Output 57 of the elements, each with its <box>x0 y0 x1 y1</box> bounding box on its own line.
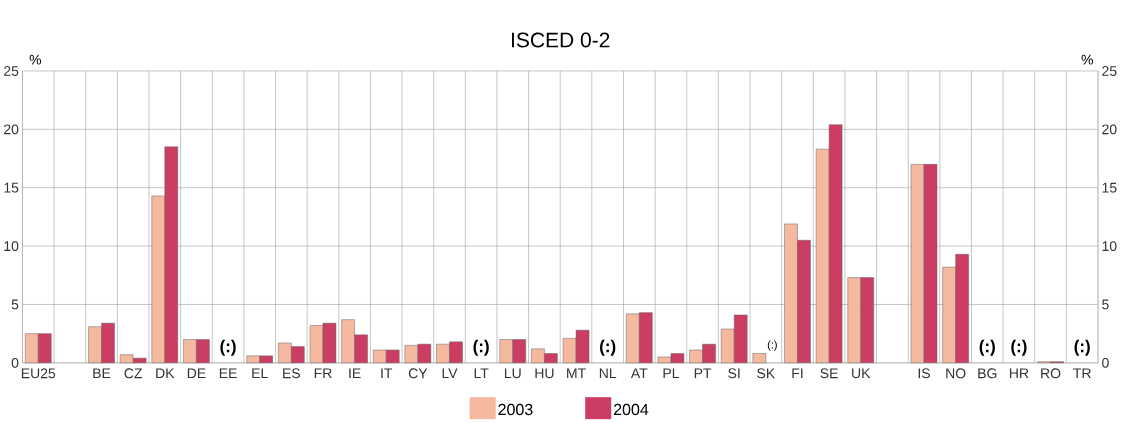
x-tick-label: EL <box>252 368 268 379</box>
x-tick-label: DE <box>187 368 206 379</box>
y-tick-label: 20 <box>4 124 19 135</box>
y-tick-label: 10 <box>4 241 19 252</box>
legend-label: 2004 <box>614 403 649 416</box>
x-tick-label: PL <box>663 368 680 379</box>
annotation: (:) <box>1074 339 1090 356</box>
x-tick-label: LU <box>504 368 521 379</box>
y2-tick-label: 10 <box>1102 241 1117 252</box>
x-tick-label: RO <box>1041 368 1061 379</box>
x-tick-label: IE <box>349 368 361 379</box>
legend-label: 2003 <box>498 403 533 416</box>
x-tick-label: LV <box>442 368 458 379</box>
x-tick-label: BE <box>93 368 111 379</box>
x-tick-label: TR <box>1073 368 1091 379</box>
x-tick-label: IT <box>381 368 393 379</box>
annotation: (:) <box>600 339 616 356</box>
y-tick-label: 0 <box>11 357 19 368</box>
annotation: (:) <box>1011 339 1027 356</box>
bar <box>752 353 767 364</box>
y-tick-label: 5 <box>11 299 19 310</box>
x-tick-label: ES <box>283 368 301 379</box>
y-tick-label: 15 <box>4 182 19 193</box>
y-axis-title: % <box>29 54 42 65</box>
y2-tick-label: 15 <box>1102 182 1117 193</box>
y-tick-label: 25 <box>4 66 19 76</box>
x-tick-label: NL <box>599 368 617 379</box>
x-tick-label: CZ <box>124 368 143 379</box>
x-tick-label: IS <box>918 368 930 379</box>
x-tick-label: HU <box>535 368 554 379</box>
x-tick-label: AT <box>630 368 648 379</box>
x-tick-label: UK <box>852 368 871 379</box>
x-tick-label: NO <box>946 368 966 379</box>
x-tick-label: FI <box>792 368 803 379</box>
x-tick-label: BG <box>978 368 997 379</box>
x-tick-label: CY <box>408 368 428 379</box>
x-tick-label: PT <box>694 368 712 379</box>
x-tick-label: SI <box>728 368 740 379</box>
annotation: (:) <box>473 339 489 356</box>
x-tick-label: EE <box>219 368 237 379</box>
x-tick-label: DK <box>156 368 175 379</box>
annotation: (:) <box>979 339 995 356</box>
chart-title: ISCED 0-2 <box>512 32 610 48</box>
annotation: (:) <box>220 339 236 356</box>
y2-axis-title: % <box>1081 54 1093 65</box>
y2-tick-label: 20 <box>1102 124 1117 135</box>
x-tick-label: HR <box>1009 368 1029 379</box>
x-tick-label: EU25 <box>21 368 56 379</box>
annotation: (:) <box>767 340 777 351</box>
y2-tick-label: 0 <box>1102 357 1109 368</box>
x-tick-label: SK <box>757 368 776 379</box>
x-tick-label: LT <box>474 368 489 379</box>
y2-tick-label: 25 <box>1102 66 1117 76</box>
y2-tick-label: 5 <box>1102 299 1109 310</box>
x-tick-label: FR <box>314 368 332 379</box>
x-tick-label: MT <box>567 368 586 379</box>
x-tick-label: SE <box>820 368 838 379</box>
